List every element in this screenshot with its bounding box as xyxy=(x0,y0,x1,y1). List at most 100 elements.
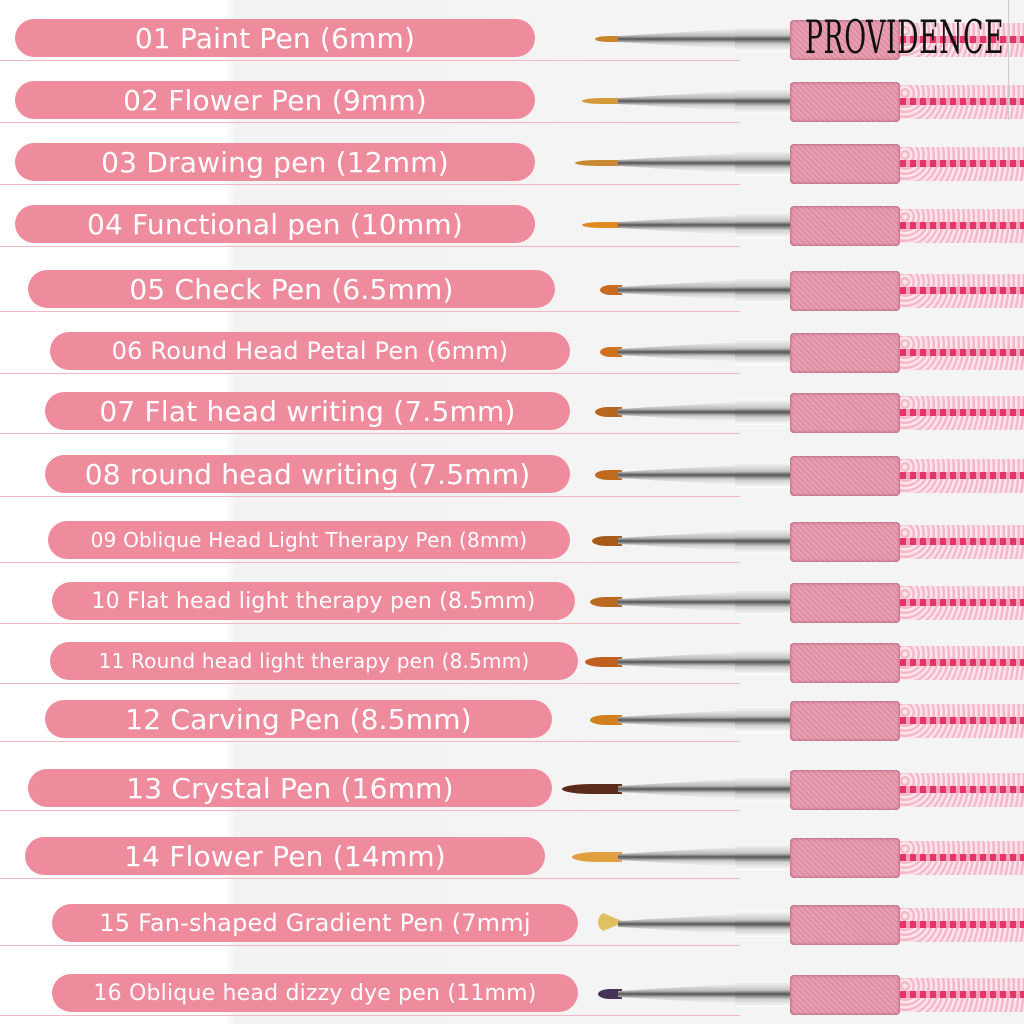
row-underline xyxy=(0,122,740,123)
brush-tip xyxy=(595,470,622,480)
pen-label: 09 Oblique Head Light Therapy Pen (8mm) xyxy=(48,521,570,559)
pen-ferrule xyxy=(618,531,738,551)
pen-handle xyxy=(900,841,1024,875)
pen-grip xyxy=(790,206,900,246)
pen-label: 04 Functional pen (10mm) xyxy=(15,205,535,243)
pen-ferrule xyxy=(618,29,738,49)
pen-collar xyxy=(735,462,790,488)
pen-ferrule xyxy=(618,592,738,612)
pen-label: 16 Oblique head dizzy dye pen (11mm) xyxy=(52,974,578,1012)
pen-collar xyxy=(735,339,790,365)
row-underline xyxy=(0,433,740,434)
row-underline xyxy=(0,496,740,497)
divider xyxy=(1008,0,1009,120)
pen-row: 05 Check Pen (6.5mm) xyxy=(0,268,1024,312)
pen-grip xyxy=(790,271,900,311)
pen-handle xyxy=(900,646,1024,680)
pen-ferrule xyxy=(618,710,738,730)
pen-ferrule xyxy=(618,779,738,799)
pen-row: 02 Flower Pen (9mm) xyxy=(0,79,1024,123)
pen-ferrule xyxy=(618,91,738,111)
pen-label: 11 Round head light therapy pen (8.5mm) xyxy=(50,642,578,680)
row-underline xyxy=(0,246,740,247)
pen-row: 13 Crystal Pen (16mm) xyxy=(0,767,1024,811)
pen-ferrule xyxy=(618,342,738,362)
row-underline xyxy=(0,810,740,811)
pen-row: 07 Flat head writing (7.5mm) xyxy=(0,390,1024,434)
pen-grip xyxy=(790,975,900,1015)
pen-handle xyxy=(900,85,1024,119)
pen-label: 13 Crystal Pen (16mm) xyxy=(28,769,552,807)
pen-grip xyxy=(790,456,900,496)
pen-grip xyxy=(790,838,900,878)
row-underline xyxy=(0,562,740,563)
brush-tip xyxy=(590,715,622,725)
pen-handle xyxy=(900,336,1024,370)
brush-tip xyxy=(562,784,622,794)
pen-grip xyxy=(790,393,900,433)
row-underline xyxy=(0,311,740,312)
row-underline xyxy=(0,945,740,946)
row-underline xyxy=(0,741,740,742)
pen-handle xyxy=(900,586,1024,620)
pen-collar xyxy=(735,528,790,554)
pen-handle xyxy=(900,459,1024,493)
pen-collar xyxy=(735,981,790,1007)
brush-tip xyxy=(575,160,622,166)
brush-tip xyxy=(582,222,622,228)
pen-row: 09 Oblique Head Light Therapy Pen (8mm) xyxy=(0,519,1024,563)
pen-collar xyxy=(735,150,790,176)
pen-row: 16 Oblique head dizzy dye pen (11mm) xyxy=(0,972,1024,1016)
brush-tip xyxy=(585,657,622,667)
pen-row: 11 Round head light therapy pen (8.5mm) xyxy=(0,640,1024,684)
row-underline xyxy=(0,1015,740,1016)
pen-handle xyxy=(900,978,1024,1012)
pen-label: 10 Flat head light therapy pen (8.5mm) xyxy=(52,582,575,620)
pen-collar xyxy=(735,707,790,733)
pen-label: 05 Check Pen (6.5mm) xyxy=(28,270,555,308)
pen-grip xyxy=(790,770,900,810)
pen-row: 10 Flat head light therapy pen (8.5mm) xyxy=(0,580,1024,624)
pen-grip xyxy=(790,144,900,184)
pen-handle xyxy=(900,396,1024,430)
brush-tip xyxy=(590,597,622,607)
pen-ferrule xyxy=(618,465,738,485)
pen-label: 01 Paint Pen (6mm) xyxy=(15,19,535,57)
pen-handle xyxy=(900,773,1024,807)
pen-handle xyxy=(900,525,1024,559)
row-underline xyxy=(0,683,740,684)
pen-label: 08 round head writing (7.5mm) xyxy=(45,455,570,493)
pen-grip xyxy=(790,701,900,741)
pen-ferrule xyxy=(618,652,738,672)
pen-row: 15 Fan-shaped Gradient Pen (7mmj xyxy=(0,902,1024,946)
pen-row: 04 Functional pen (10mm) xyxy=(0,203,1024,247)
pen-row: 06 Round Head Petal Pen (6mm) xyxy=(0,330,1024,374)
pen-handle xyxy=(900,908,1024,942)
pen-collar xyxy=(735,26,790,52)
brush-tip xyxy=(600,285,622,295)
brand-logo: PROVIDENCE xyxy=(805,10,1005,64)
pen-grip xyxy=(790,583,900,623)
brush-tip xyxy=(572,852,622,862)
pen-label: 12 Carving Pen (8.5mm) xyxy=(45,700,552,738)
row-underline xyxy=(0,184,740,185)
row-underline xyxy=(0,60,740,61)
pen-handle xyxy=(900,209,1024,243)
pen-grip xyxy=(790,82,900,122)
brush-tip xyxy=(592,536,622,546)
brush-tip xyxy=(595,407,622,417)
pen-label: 07 Flat head writing (7.5mm) xyxy=(45,392,570,430)
brush-tip xyxy=(600,347,622,357)
pen-label: 03 Drawing pen (12mm) xyxy=(15,143,535,181)
brush-tip xyxy=(598,989,622,999)
row-underline xyxy=(0,878,740,879)
pen-grip xyxy=(790,643,900,683)
pen-collar xyxy=(735,212,790,238)
pen-label: 06 Round Head Petal Pen (6mm) xyxy=(50,332,570,370)
pen-label: 15 Fan-shaped Gradient Pen (7mmj xyxy=(52,904,578,942)
pen-row: 12 Carving Pen (8.5mm) xyxy=(0,698,1024,742)
pen-grip xyxy=(790,905,900,945)
row-underline xyxy=(0,623,740,624)
pen-collar xyxy=(735,911,790,937)
pen-row: 14 Flower Pen (14mm) xyxy=(0,835,1024,879)
